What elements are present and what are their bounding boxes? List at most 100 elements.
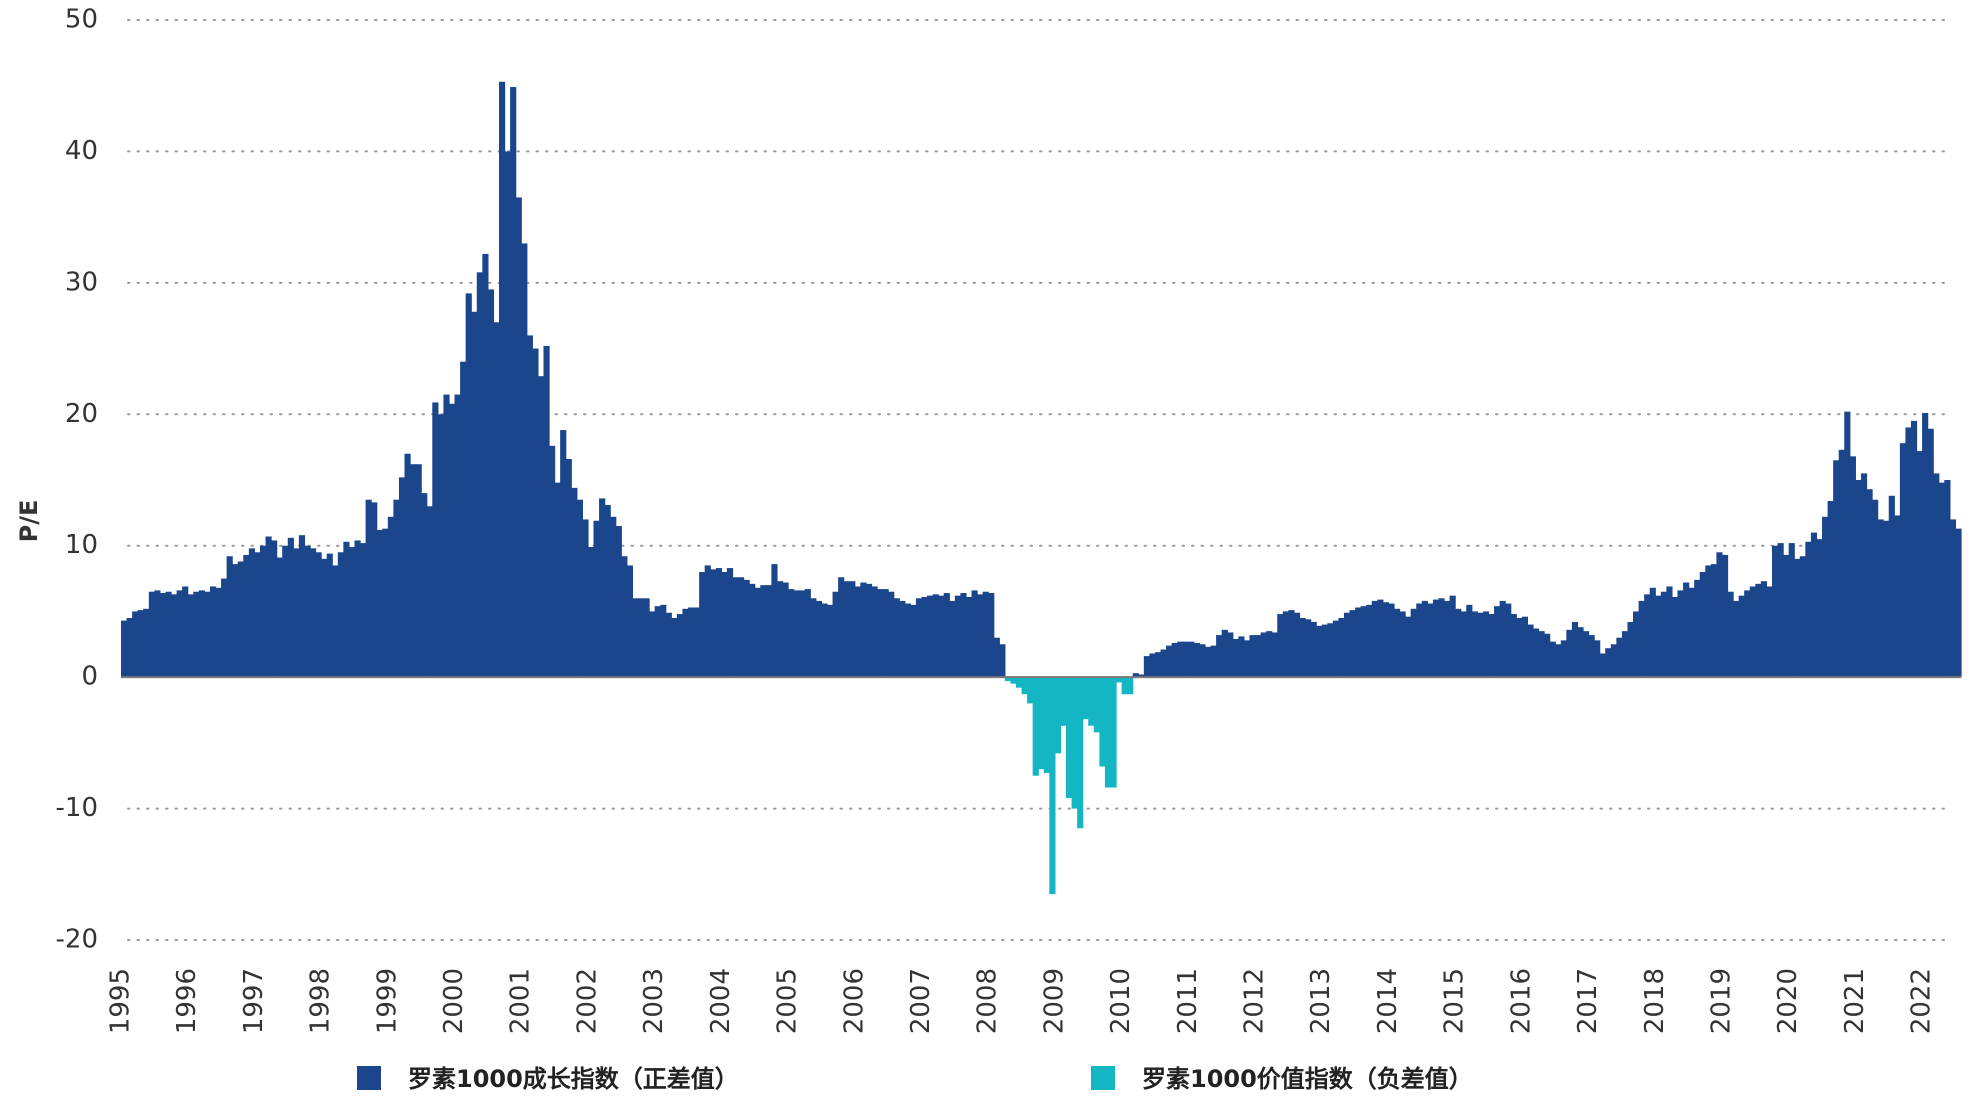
x-tick-label: 2002: [572, 968, 602, 1034]
bar: [743, 579, 750, 678]
bar: [1104, 677, 1112, 788]
bar: [1388, 603, 1395, 678]
bar: [148, 591, 155, 678]
bar: [904, 603, 911, 678]
bar: [1699, 572, 1706, 678]
bar: [1749, 586, 1756, 678]
bar: [121, 620, 128, 678]
bar: [1432, 599, 1440, 678]
bar: [1305, 619, 1312, 678]
bar: [526, 335, 533, 678]
bar: [298, 535, 306, 678]
y-tick-label: 30: [65, 267, 98, 297]
bar: [1788, 543, 1795, 678]
x-tick-label: 2005: [773, 968, 803, 1034]
bar: [1060, 677, 1067, 726]
bar: [1071, 677, 1078, 809]
bar: [1505, 603, 1512, 678]
bar: [1805, 541, 1812, 678]
bar: [637, 598, 645, 678]
bar: [1260, 632, 1267, 678]
bar: [1666, 586, 1673, 678]
bar: [1093, 677, 1100, 733]
bar: [154, 590, 161, 678]
bar: [1755, 583, 1762, 678]
bar: [176, 590, 183, 678]
bar: [1366, 604, 1373, 678]
bar: [1688, 587, 1695, 678]
bar: [432, 402, 439, 678]
bar: [1038, 677, 1045, 770]
bar: [1588, 635, 1595, 678]
bar: [776, 581, 784, 678]
bar: [1210, 645, 1217, 678]
bar: [132, 611, 139, 678]
bar: [899, 600, 906, 678]
bar: [921, 596, 928, 678]
bar: [560, 430, 567, 678]
bar: [688, 607, 695, 678]
bar: [376, 529, 383, 678]
bar: [1032, 677, 1039, 776]
bar: [1494, 606, 1501, 678]
bar: [1221, 629, 1228, 678]
bar: [1460, 611, 1467, 678]
bar: [187, 594, 194, 678]
x-tick-label: 2016: [1506, 968, 1536, 1034]
bar: [1783, 554, 1790, 678]
bar: [732, 577, 739, 678]
bar: [193, 591, 200, 678]
legend-swatch: [357, 1066, 381, 1090]
bar: [1310, 621, 1317, 678]
bar: [1099, 677, 1106, 767]
bar: [1644, 594, 1651, 678]
bar: [1266, 631, 1273, 678]
bar: [215, 587, 222, 678]
bar: [1332, 620, 1340, 678]
legend-label: 罗素1000价值指数（负差值）: [1142, 1065, 1473, 1093]
bar: [715, 568, 722, 678]
bar: [1499, 600, 1506, 678]
bar: [1110, 677, 1117, 788]
bar: [1166, 645, 1173, 678]
bar: [1427, 603, 1434, 678]
bar: [1182, 641, 1189, 678]
bar: [660, 604, 667, 678]
bar: [1582, 631, 1590, 678]
bar: [259, 545, 267, 678]
bar: [1510, 614, 1517, 678]
x-tick-label: 2019: [1706, 968, 1736, 1034]
bar: [1849, 456, 1856, 678]
bar: [1922, 412, 1929, 678]
bar: [1683, 582, 1690, 678]
bar: [1760, 581, 1768, 678]
bar: [1377, 599, 1384, 678]
bar: [1555, 644, 1562, 678]
x-tick-label: 2009: [1039, 968, 1069, 1034]
bar: [693, 607, 700, 678]
bar: [1822, 516, 1829, 678]
bar: [1416, 603, 1423, 678]
bar: [1955, 528, 1962, 678]
bar: [1844, 411, 1851, 678]
bar: [1532, 628, 1540, 678]
bar: [1655, 595, 1662, 678]
bar: [1477, 612, 1484, 678]
bar: [265, 536, 272, 678]
bar: [537, 376, 545, 678]
bar: [521, 243, 528, 678]
bar: [643, 598, 650, 678]
bar: [1282, 611, 1289, 678]
bar: [1521, 616, 1529, 678]
bar: [1538, 631, 1545, 678]
bar: [1066, 677, 1073, 799]
x-tick-label: 1999: [372, 968, 402, 1034]
bar: [198, 590, 205, 678]
bar: [304, 545, 311, 678]
bar: [1277, 614, 1284, 678]
bar: [1944, 480, 1951, 678]
bar: [1621, 631, 1629, 678]
bar: [1894, 515, 1901, 678]
bar: [1355, 607, 1362, 678]
bar: [1649, 587, 1656, 678]
